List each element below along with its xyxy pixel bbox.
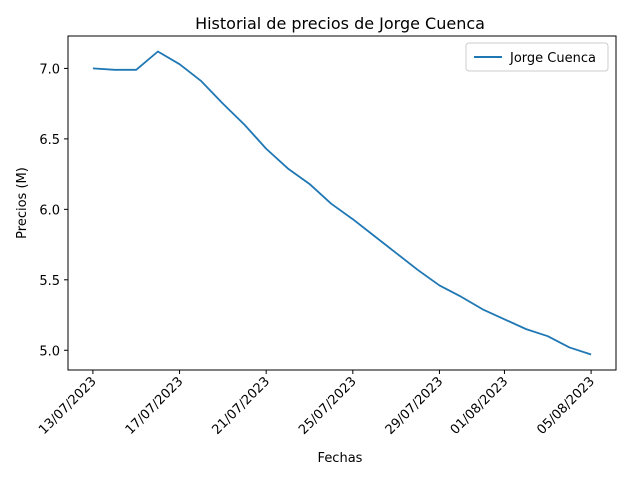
y-tick-label: 6.0 (39, 203, 60, 218)
legend: Jorge Cuenca (465, 42, 609, 72)
x-tick-label: 29/07/2023 (383, 374, 447, 438)
legend-box (465, 42, 609, 72)
legend-label: Jorge Cuenca (509, 51, 596, 66)
chart-title: Historial de precios de Jorge Cuenca (195, 14, 485, 33)
plot-area: 5.0 5.5 6.0 6.5 7.0 13/07/2023 17/07/2023 21/07… (36, 50, 598, 438)
plot-frame (67, 35, 617, 371)
y-tick-label: 6.5 (39, 133, 60, 148)
y-tick-label: 5.5 (39, 274, 60, 289)
x-tick-label: 01/08/2023 (448, 374, 512, 438)
x-tick-label: 21/07/2023 (209, 374, 273, 438)
y-tick-label: 7.0 (39, 62, 60, 77)
y-axis-title: Precios (M) (15, 167, 30, 239)
x-tick-label: 05/08/2023 (534, 374, 598, 438)
x-tick-label: 13/07/2023 (36, 374, 100, 438)
x-tick-label: 17/07/2023 (123, 374, 187, 438)
y-tick-label: 5.0 (39, 344, 60, 359)
x-axis-title: Fechas (318, 451, 363, 466)
x-tick-label: 25/07/2023 (296, 374, 360, 438)
series-line-jorge-cuenca (92, 50, 592, 356)
